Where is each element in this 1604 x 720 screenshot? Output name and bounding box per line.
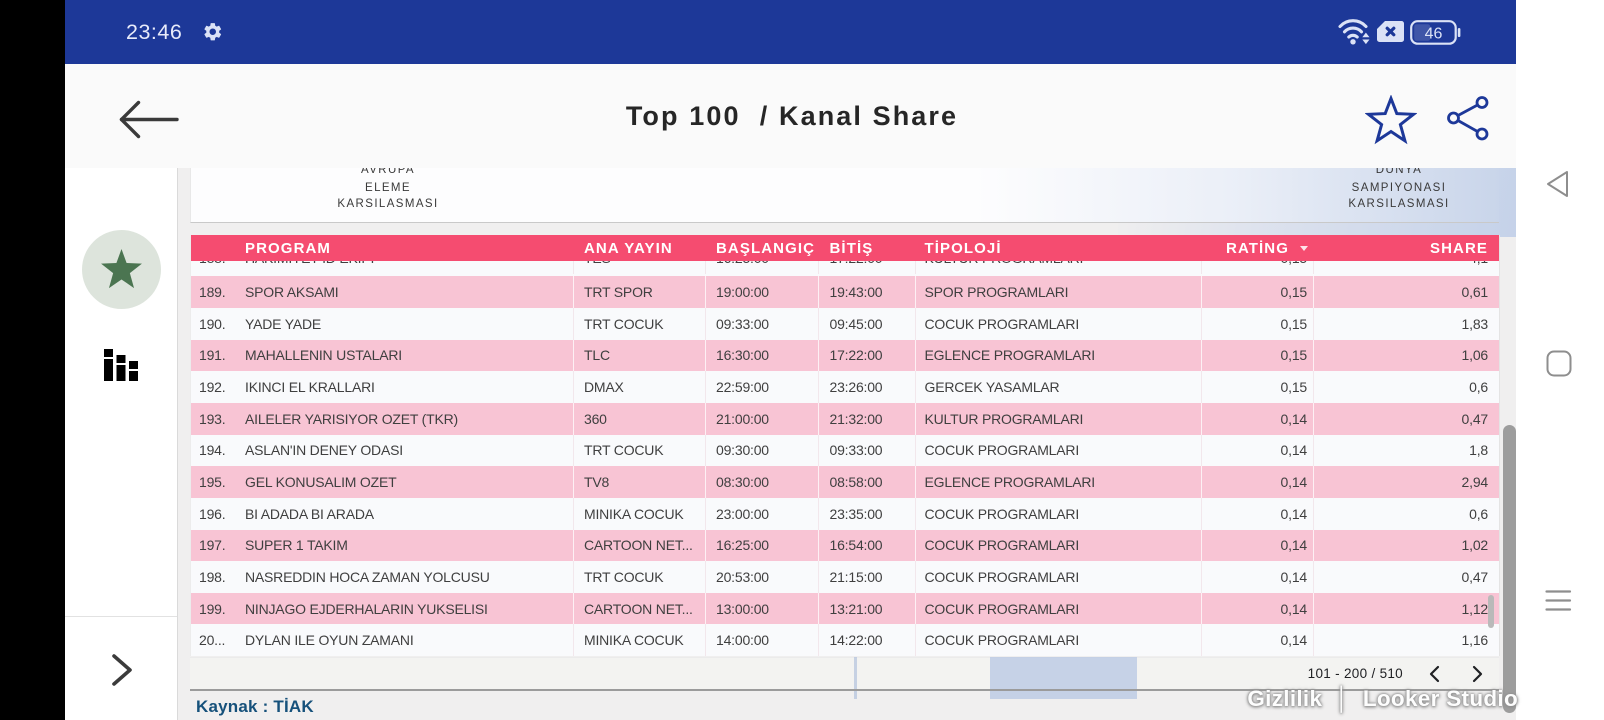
svg-text:46: 46: [1425, 26, 1443, 43]
